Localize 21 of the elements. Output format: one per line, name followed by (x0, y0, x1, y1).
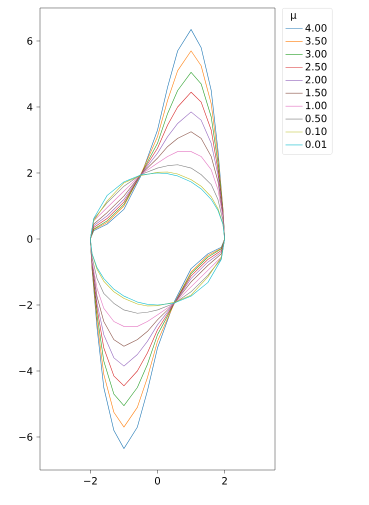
y-tick-label: 4 (27, 103, 32, 111)
y-tick-label: 6 (27, 37, 32, 45)
x-tick-label: 2 (222, 477, 227, 484)
legend-title: μ (291, 13, 296, 21)
legend-label: 0.10 (306, 128, 327, 136)
legend-label: 0.50 (306, 114, 327, 122)
legend-label: 4.00 (305, 24, 327, 32)
legend-label: 3.00 (306, 50, 327, 58)
y-tick-label: 0 (27, 235, 32, 243)
legend-label: 1.50 (306, 88, 327, 96)
legend-label: 1.00 (306, 102, 327, 110)
y-tick-label: 2 (27, 169, 32, 177)
y-tick-label: −2 (19, 301, 32, 309)
x-tick-label: 0 (154, 477, 160, 485)
y-tick-label: −6 (19, 433, 32, 441)
y-tick-label: −4 (19, 367, 32, 375)
legend-label: 2.00 (306, 76, 327, 84)
legend-label: 0.01 (306, 140, 326, 148)
legend-label: 3.50 (306, 37, 327, 45)
legend-label: 2.50 (306, 62, 327, 70)
x-tick-label: −2 (84, 477, 97, 484)
